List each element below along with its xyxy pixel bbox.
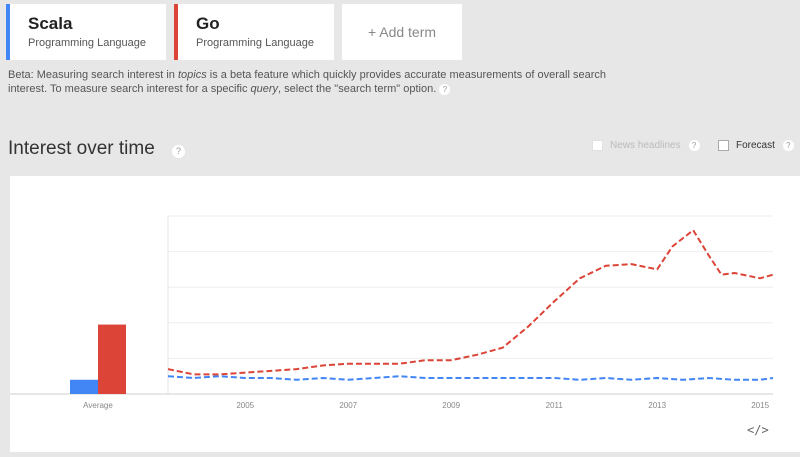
- forecast-option[interactable]: Forecast ?: [718, 140, 794, 151]
- beta-text-middle: is a beta feature which quickly provides…: [8, 69, 606, 95]
- series-color-bar: [6, 4, 10, 60]
- help-icon[interactable]: ?: [688, 140, 700, 151]
- help-icon[interactable]: ?: [439, 83, 451, 95]
- average-label: Average: [83, 401, 113, 410]
- add-term-button[interactable]: + Add term: [342, 4, 462, 60]
- beta-topics-word: topics: [177, 69, 207, 81]
- beta-text-suffix: , select the "search term" option.: [278, 83, 437, 95]
- help-icon[interactable]: ?: [172, 145, 185, 158]
- beta-query-word: query: [250, 83, 279, 95]
- news-headlines-label: News headlines: [610, 140, 681, 151]
- chart-panel: Average 2005 2007 2009 2011 2013 2015: [10, 176, 800, 452]
- term-name: Go: [196, 14, 220, 33]
- forecast-label: Forecast: [736, 140, 775, 151]
- x-tick-label: 2007: [339, 401, 357, 410]
- series-line-0: [167, 375, 774, 381]
- term-name: Scala: [28, 14, 73, 33]
- forecast-checkbox[interactable]: [718, 140, 729, 151]
- term-category: Programming Language: [196, 37, 315, 49]
- news-headlines-option[interactable]: News headlines ?: [592, 140, 700, 151]
- series-line-1: [167, 229, 774, 376]
- average-bar-scala: [70, 379, 98, 394]
- help-icon[interactable]: ?: [782, 140, 794, 151]
- beta-note: Beta: Measuring search interest in topic…: [8, 68, 648, 96]
- section-title: Interest over time: [8, 138, 155, 159]
- embed-code-icon[interactable]: </>: [747, 423, 769, 437]
- x-tick-label: 2005: [236, 401, 254, 410]
- term-card-go[interactable]: Go Programming Language: [174, 4, 334, 60]
- x-tick-label: 2011: [546, 401, 564, 410]
- term-card-scala[interactable]: Scala Programming Language: [6, 4, 166, 60]
- interest-over-time-chart: Average 2005 2007 2009 2011 2013 2015: [10, 215, 774, 410]
- average-bar-go: [98, 324, 126, 394]
- series-color-bar: [174, 4, 178, 60]
- news-headlines-checkbox[interactable]: [592, 140, 603, 151]
- beta-text-prefix: Beta: Measuring search interest in: [8, 69, 178, 81]
- term-category: Programming Language: [28, 37, 147, 49]
- x-tick-label: 2015: [751, 401, 769, 410]
- x-tick-label: 2013: [648, 401, 666, 410]
- x-tick-label: 2009: [442, 401, 460, 410]
